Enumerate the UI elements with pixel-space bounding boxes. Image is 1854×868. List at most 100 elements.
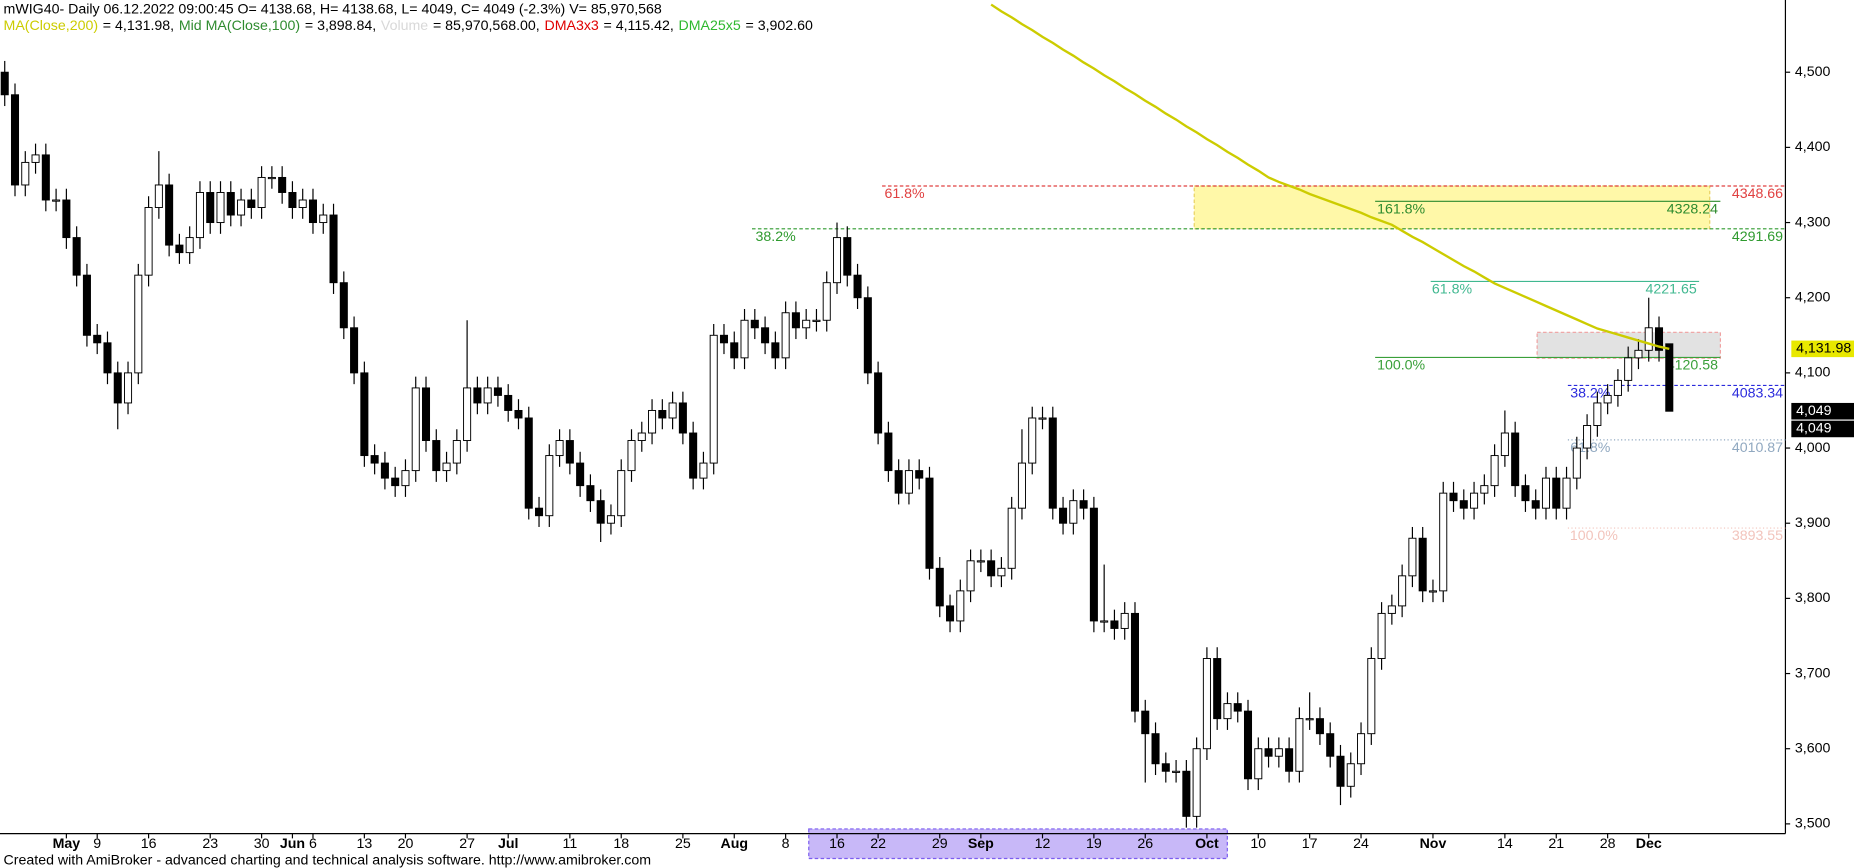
candle-body xyxy=(1613,379,1622,396)
candle-body xyxy=(555,440,564,457)
candle-body xyxy=(1624,357,1633,381)
candle-body xyxy=(1069,500,1078,524)
y-tick-label: 4,400 xyxy=(1795,139,1831,155)
y-tick-label: 4,500 xyxy=(1795,64,1831,80)
candle-body xyxy=(21,161,30,186)
candle-body xyxy=(997,567,1006,577)
x-tick-label: Jun xyxy=(280,836,305,852)
x-tick-label: 20 xyxy=(398,836,414,852)
candle-body xyxy=(1654,327,1664,351)
candle-body xyxy=(144,207,153,276)
candle-body xyxy=(298,199,307,208)
legend-value: = 85,970,568.00, xyxy=(433,18,540,34)
ma-line xyxy=(990,3,1670,350)
legend: MA(Close,200) = 4,131.98, Mid MA(Close,100… xyxy=(4,18,813,34)
candle-body xyxy=(288,192,297,208)
fib-price: 3893.55 xyxy=(1732,528,1783,544)
x-tick-label: 29 xyxy=(932,836,948,852)
candle-body xyxy=(308,199,318,224)
candle-body xyxy=(1182,770,1191,817)
candle-body xyxy=(802,319,811,329)
price-tag xyxy=(1791,340,1854,358)
candle-body xyxy=(730,342,739,359)
y-tick-label: 3,700 xyxy=(1795,665,1831,681)
y-tick-label: 4,000 xyxy=(1795,440,1831,456)
candle-body xyxy=(1511,432,1520,487)
candle-body xyxy=(617,470,626,517)
candle-body xyxy=(175,244,184,254)
candle-body xyxy=(360,372,369,457)
candle-body xyxy=(1295,718,1304,772)
candle-body xyxy=(473,387,482,404)
x-tick-label: 6 xyxy=(309,836,317,852)
candle-body xyxy=(401,470,410,487)
x-tick-label: 16 xyxy=(141,836,157,852)
candle-body xyxy=(319,214,328,224)
candle-body xyxy=(1428,590,1437,593)
legend-value: = 4,115.42, xyxy=(604,18,674,34)
candle-body xyxy=(442,462,451,472)
x-tick-label: 16 xyxy=(829,836,845,852)
candle-body xyxy=(1285,748,1294,772)
candle-body xyxy=(761,327,770,344)
candle-body xyxy=(925,477,934,569)
candle-body xyxy=(329,214,338,284)
x-tick-label: Aug xyxy=(720,836,748,852)
candle-body xyxy=(72,237,81,276)
chart-title: mWIG40- Daily 06.12.2022 09:00:45 O= 413… xyxy=(4,1,662,17)
candle-body xyxy=(1541,477,1551,509)
legend-name: DMA3x3 xyxy=(544,18,598,34)
candle-body xyxy=(124,372,133,404)
candle-body xyxy=(165,184,174,246)
candle-body xyxy=(1172,770,1181,773)
fib-price: 4221.65 xyxy=(1646,281,1697,297)
candle-body xyxy=(1367,658,1376,735)
candle-body xyxy=(185,237,194,254)
x-tick-label: 18 xyxy=(613,836,629,852)
candle-body xyxy=(1336,755,1345,787)
candle-body xyxy=(1315,718,1324,735)
fib-price: 4010.87 xyxy=(1732,440,1783,456)
candle-body xyxy=(62,199,71,239)
x-tick-label: 24 xyxy=(1353,836,1369,852)
candle-body xyxy=(791,312,800,329)
candle-body xyxy=(278,176,287,193)
candle-body xyxy=(535,507,544,517)
x-tick-label: 17 xyxy=(1302,836,1318,852)
candle-body xyxy=(946,605,955,622)
candle-body xyxy=(1398,575,1407,607)
candle-body xyxy=(832,237,842,284)
zones xyxy=(1193,185,1721,359)
x-tick-label: 19 xyxy=(1086,836,1102,852)
candle-body xyxy=(1151,733,1160,765)
candle-body xyxy=(1521,485,1530,502)
candle-body xyxy=(678,402,687,434)
candle-body xyxy=(1233,703,1242,712)
y-tick-label: 3,500 xyxy=(1795,816,1831,832)
candle-body xyxy=(689,432,698,479)
candle-body xyxy=(1161,763,1170,772)
candle-body xyxy=(1264,748,1273,757)
legend-value: = 3,902.60 xyxy=(745,18,812,34)
candle-body xyxy=(1418,537,1427,592)
candle-body xyxy=(822,282,831,321)
candle-body xyxy=(1079,500,1088,509)
candle-body xyxy=(339,282,348,329)
candle-body xyxy=(195,192,204,239)
candle-body xyxy=(432,440,441,472)
x-tick-label: Oct xyxy=(1195,836,1219,852)
candle-body xyxy=(565,440,574,464)
candle-body xyxy=(237,199,246,216)
candle-body xyxy=(1552,477,1561,509)
candle-body xyxy=(1562,477,1571,509)
candle-body xyxy=(1110,620,1119,629)
candle-body xyxy=(1644,327,1653,351)
candle-body xyxy=(380,462,389,479)
fib-price: 4348.66 xyxy=(1732,186,1783,202)
candle-body xyxy=(1449,492,1458,502)
candle-body xyxy=(1572,447,1581,479)
candle-body xyxy=(1500,432,1509,457)
candle-body xyxy=(709,334,718,464)
candle-body xyxy=(514,409,523,419)
